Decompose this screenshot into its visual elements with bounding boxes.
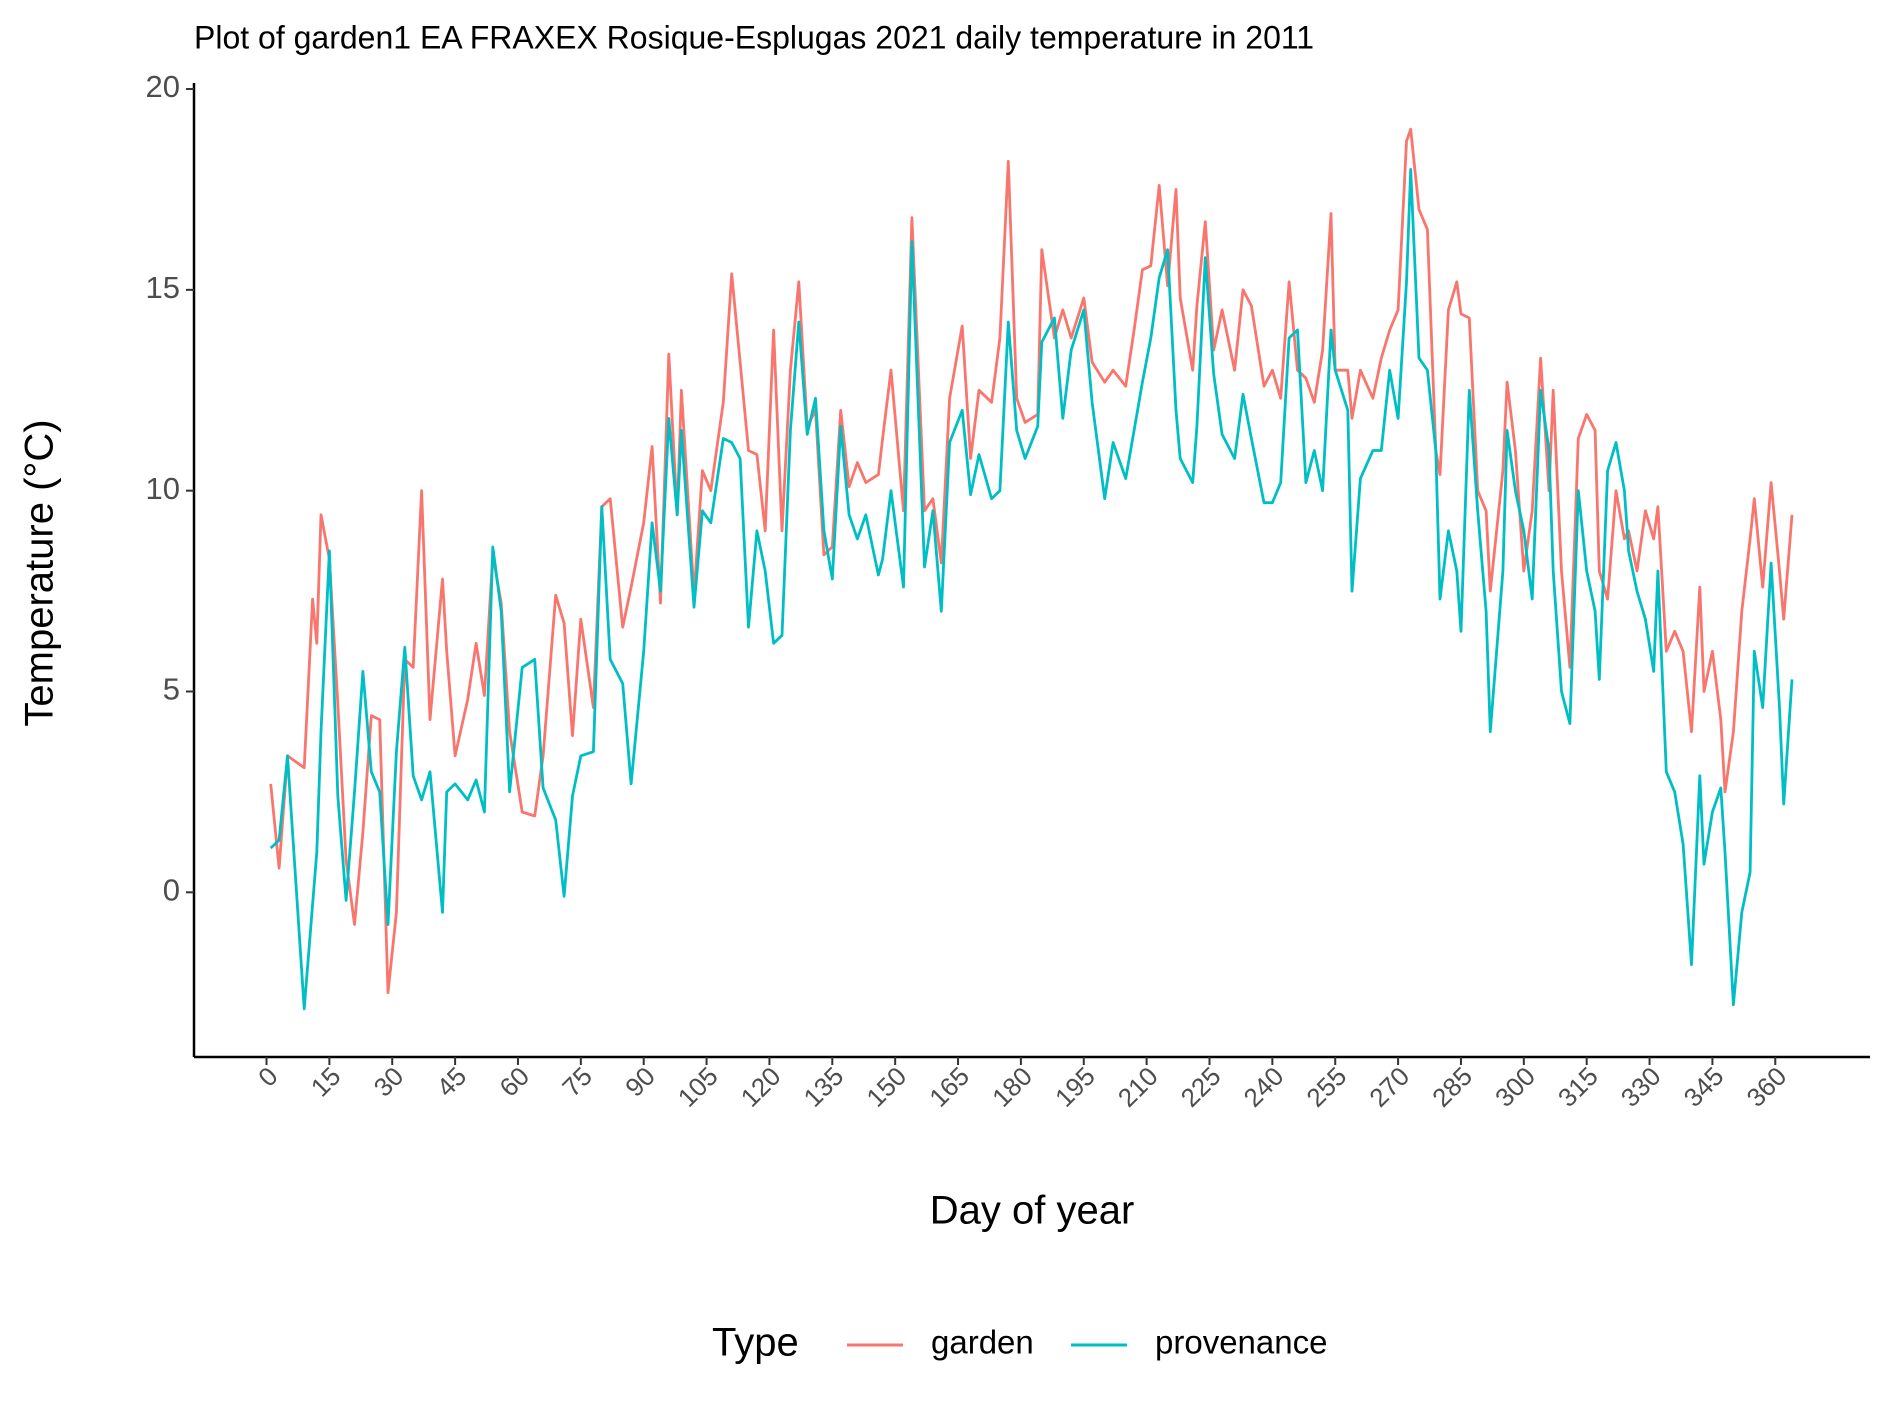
- x-tick-label: 165: [923, 1061, 975, 1113]
- x-tick-label: 285: [1426, 1061, 1478, 1113]
- x-tick-label: 0: [252, 1061, 283, 1092]
- series-line: [269, 168, 1794, 1011]
- x-axis-title: Day of year: [930, 1189, 1135, 1233]
- legend-label: provenance: [1155, 1324, 1327, 1361]
- y-tick-label: 20: [146, 69, 180, 104]
- y-tick-label: 15: [146, 270, 180, 305]
- legend-title: Type: [712, 1321, 799, 1365]
- x-tick-label: 210: [1112, 1061, 1164, 1113]
- y-tick-label: 0: [163, 873, 180, 908]
- x-tick-label: 225: [1175, 1061, 1227, 1113]
- series-line: [269, 127, 1794, 995]
- x-tick-label: 330: [1615, 1061, 1667, 1113]
- x-tick-label: 360: [1740, 1061, 1792, 1113]
- x-tick-label: 270: [1363, 1061, 1415, 1113]
- x-tick-label: 195: [1049, 1061, 1101, 1113]
- x-tick-label: 135: [798, 1061, 850, 1113]
- x-tick-label: 120: [735, 1061, 787, 1113]
- x-tick-label: 300: [1489, 1061, 1541, 1113]
- x-tick-label: 90: [619, 1061, 661, 1103]
- x-tick-label: 240: [1238, 1061, 1290, 1113]
- x-tick-label: 255: [1300, 1061, 1352, 1113]
- x-tick-label: 345: [1678, 1061, 1730, 1113]
- x-tick-label: 30: [368, 1061, 410, 1103]
- x-tick-label: 180: [986, 1061, 1038, 1113]
- x-tick-label: 315: [1552, 1061, 1604, 1113]
- y-tick-label: 5: [163, 672, 180, 707]
- x-tick-label: 45: [431, 1061, 473, 1103]
- legend-label: garden: [931, 1324, 1034, 1361]
- x-tick-label: 60: [493, 1061, 535, 1103]
- y-tick-label: 10: [146, 471, 180, 506]
- x-tick-label: 105: [672, 1061, 724, 1113]
- x-tick-label: 75: [556, 1061, 598, 1103]
- x-tick-label: 15: [305, 1061, 347, 1103]
- x-tick-label: 150: [860, 1061, 912, 1113]
- chart-title: Plot of garden1 EA FRAXEX Rosique-Esplug…: [194, 19, 1314, 55]
- y-axis-title: Temperature (°C): [18, 419, 62, 726]
